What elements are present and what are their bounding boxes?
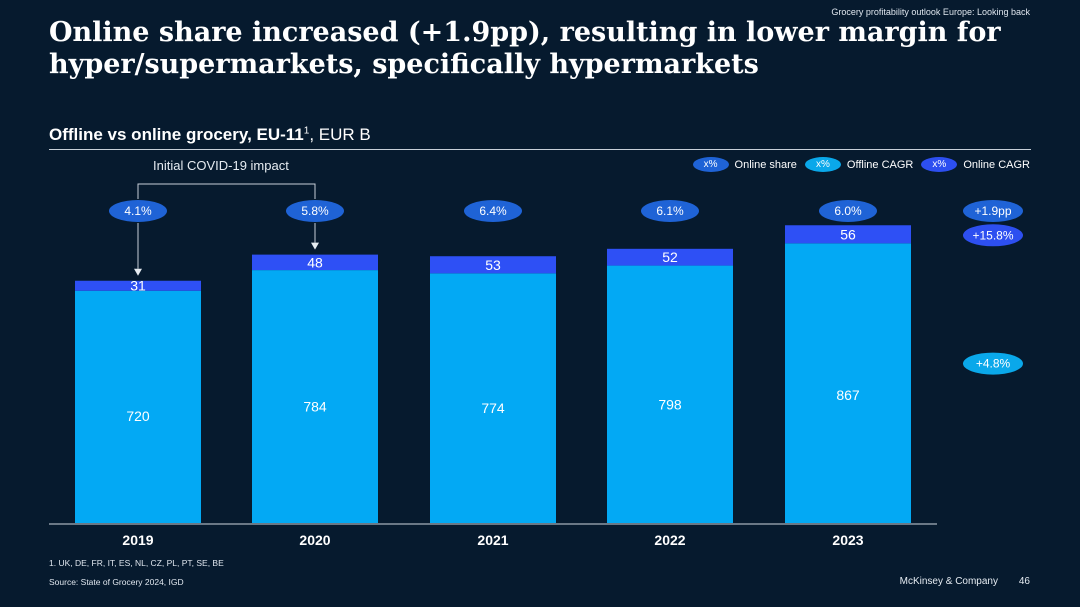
covid-bracket: [137, 183, 316, 199]
bar-online-2021: [430, 256, 556, 274]
legend-pill-online-cagr: x%: [921, 157, 958, 172]
source-note: Source: State of Grocery 2024, IGD: [49, 577, 184, 587]
online-share-label-2022: 6.1%: [656, 204, 684, 218]
label-offline-2020: 784: [303, 399, 327, 415]
subtitle-main: Offline vs online grocery, EU-11: [49, 125, 304, 144]
tick-label-2021: 2021: [477, 532, 508, 548]
label-offline-2019: 720: [126, 408, 150, 424]
legend: x% Online share x% Offline CAGR x% Onlin…: [692, 157, 1030, 172]
legend-label-online-share: Online share: [734, 158, 797, 171]
covid-annotation: Initial COVID-19 impact: [153, 158, 289, 173]
online-share-pill-2023: [819, 200, 877, 222]
summary-offline-cagr: +4.8%: [976, 357, 1011, 371]
bar-offline-2020: [252, 270, 378, 523]
page-title: Online share increased (+1.9pp), resulti…: [49, 17, 1001, 80]
legend-pill-offline-cagr: x%: [804, 157, 841, 172]
label-online-2020: 48: [307, 254, 323, 270]
bar-online-2022: [607, 248, 733, 266]
summary-online-cagr: +15.8%: [972, 228, 1013, 242]
bar-offline-2019: [75, 290, 201, 523]
online-share-label-2021: 6.4%: [479, 204, 507, 218]
online-share-pill-2019: [109, 200, 167, 222]
online-share-label-2023: 6.0%: [834, 204, 862, 218]
legend-online-cagr: x% Online CAGR: [921, 157, 1030, 172]
legend-label-offline-cagr: Offline CAGR: [846, 158, 914, 171]
brand-name: McKinsey & Company: [899, 576, 998, 587]
label-offline-2021: 774: [481, 400, 505, 416]
label-offline-2023: 867: [836, 387, 860, 403]
bar-offline-2022: [607, 265, 733, 523]
online-share-pill-2021: [464, 200, 522, 222]
summary-online-share-change: +1.9pp: [974, 204, 1011, 218]
bar-offline-2023: [785, 243, 911, 524]
bar-offline-2021: [430, 273, 556, 523]
legend-offline-cagr: x% Offline CAGR: [804, 157, 914, 172]
online-share-label-2019: 4.1%: [124, 204, 152, 218]
summary-pill-online-share: [963, 200, 1023, 222]
summary-pill-offline-cagr: [963, 352, 1023, 375]
summary-pill-online-cagr: [963, 224, 1023, 247]
label-offline-2022: 798: [658, 397, 682, 413]
tick-label-2019: 2019: [122, 532, 153, 548]
bar-online-2023: [785, 225, 911, 244]
covid-arrowhead-2019: [134, 268, 142, 276]
tick-label-2023: 2023: [832, 532, 863, 548]
bar-online-2020: [252, 254, 378, 271]
footnote: 1. UK, DE, FR, IT, ES, NL, CZ, PL, PT, S…: [49, 558, 224, 568]
bar-online-2019: [75, 280, 201, 291]
legend-label-online-cagr: Online CAGR: [963, 158, 1030, 171]
chart-subtitle: Offline vs online grocery, EU-111, EUR B: [49, 125, 371, 145]
page-number: 46: [1018, 576, 1030, 587]
label-online-2022: 52: [662, 249, 678, 265]
divider: [49, 149, 1031, 150]
top-note: Grocery profitability outlook Europe: Lo…: [831, 7, 1030, 17]
subtitle-footnote-mark: 1: [303, 125, 310, 137]
legend-pill-online-share: x%: [692, 157, 729, 172]
legend-online-share: x% Online share: [692, 157, 797, 172]
tick-label-2020: 2020: [299, 532, 330, 548]
subtitle-unit: , EUR B: [309, 125, 371, 144]
tick-label-2022: 2022: [654, 532, 685, 548]
online-share-pill-2022: [641, 200, 699, 222]
label-online-2021: 53: [485, 257, 501, 273]
covid-arrowhead-2020: [311, 242, 319, 250]
label-online-2023: 56: [840, 226, 856, 242]
online-share-label-2020: 5.8%: [301, 204, 329, 218]
label-online-2019: 31: [130, 278, 146, 294]
online-share-pill-2020: [286, 200, 344, 222]
